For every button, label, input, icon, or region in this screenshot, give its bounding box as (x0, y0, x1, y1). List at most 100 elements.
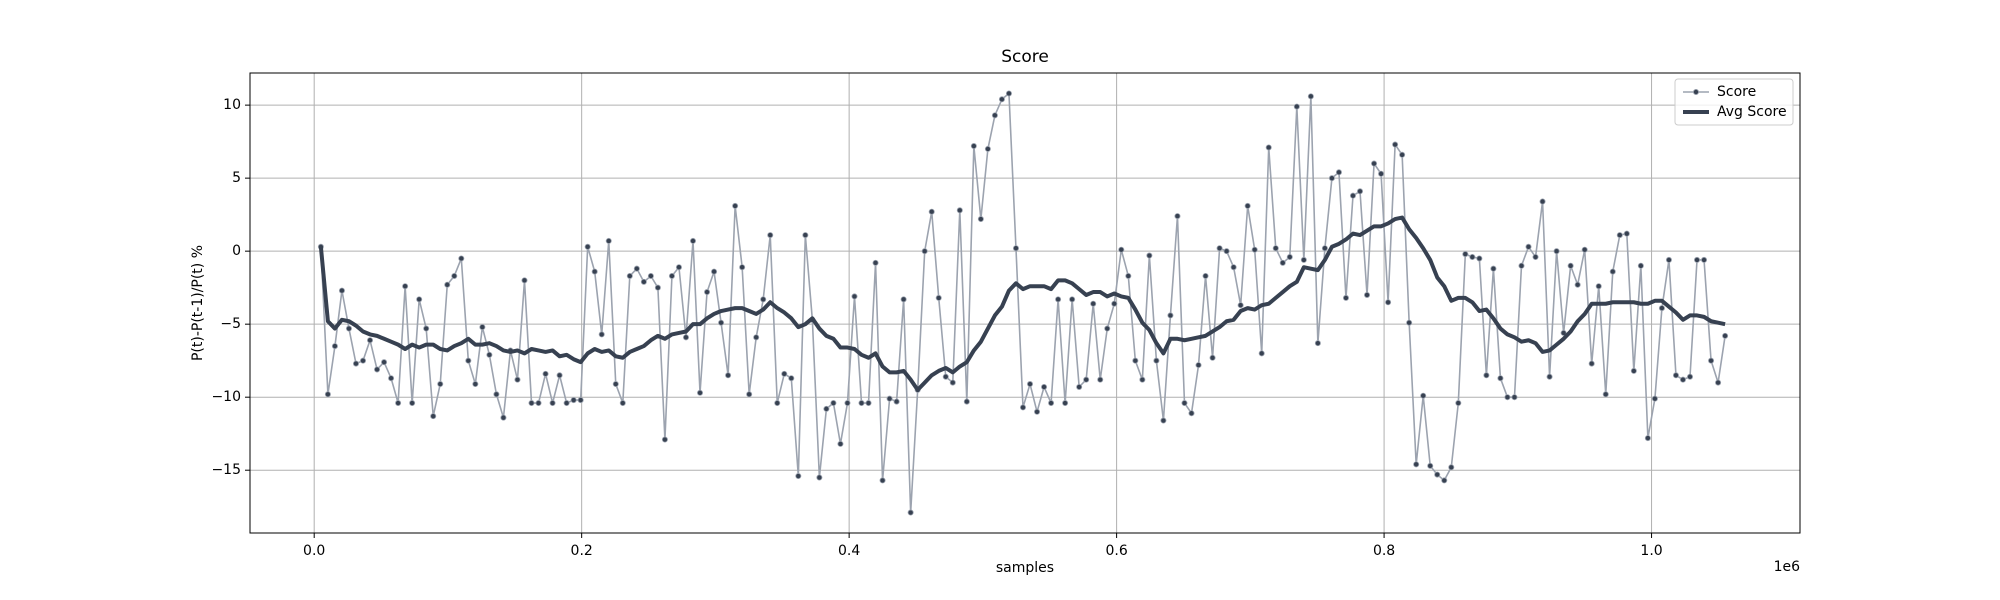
x-tick-label: 0.2 (571, 543, 593, 559)
point (1588, 360, 1595, 367)
point (1076, 383, 1083, 390)
point (1237, 302, 1244, 309)
point (1399, 151, 1406, 158)
point (535, 400, 542, 407)
point (1195, 362, 1202, 369)
x-tick-label: 0.6 (1105, 543, 1127, 559)
point (465, 357, 472, 364)
point (345, 325, 352, 332)
point (324, 391, 331, 398)
point (360, 357, 367, 364)
point (886, 395, 893, 402)
point (1244, 202, 1251, 209)
point (500, 414, 507, 421)
x-tick-label: 1.0 (1640, 543, 1662, 559)
y-tick-label: 0 (232, 243, 241, 259)
point (1455, 400, 1462, 407)
point (1272, 245, 1279, 252)
point (1371, 160, 1378, 167)
point (963, 398, 970, 405)
point (830, 400, 837, 407)
point (423, 325, 430, 332)
point (1574, 281, 1581, 288)
point (486, 351, 493, 358)
point (900, 296, 907, 303)
point (374, 366, 381, 373)
point (1258, 350, 1265, 357)
point (1469, 253, 1476, 260)
point (1027, 381, 1034, 388)
point (395, 400, 402, 407)
point (1111, 300, 1118, 307)
point (556, 372, 563, 379)
y-tick-label: −10 (211, 389, 241, 405)
point (416, 296, 423, 303)
point (1265, 144, 1272, 151)
point (1209, 354, 1216, 361)
point (1279, 259, 1286, 266)
point (1532, 253, 1539, 260)
point (1476, 255, 1483, 262)
point (844, 400, 851, 407)
point (1567, 262, 1574, 269)
point (528, 400, 535, 407)
point (626, 272, 633, 279)
point (732, 202, 739, 209)
point (570, 397, 577, 404)
point (704, 289, 711, 296)
point (1314, 340, 1321, 347)
y-tick-label: 10 (223, 97, 241, 113)
point (430, 413, 437, 420)
point (928, 208, 935, 215)
plot-frame (249, 72, 1801, 534)
point (563, 400, 570, 407)
point (584, 243, 591, 250)
point (991, 112, 998, 119)
point (816, 474, 823, 481)
point (1434, 471, 1441, 478)
point (788, 375, 795, 382)
point (352, 360, 359, 367)
point (998, 96, 1005, 103)
point (949, 379, 956, 386)
point (1546, 373, 1553, 380)
point (1595, 283, 1602, 290)
point (1118, 246, 1125, 253)
point (1378, 170, 1385, 177)
point (1687, 373, 1694, 380)
point (331, 343, 338, 350)
point (1679, 376, 1686, 383)
point (823, 405, 830, 412)
point (1328, 175, 1335, 182)
point (479, 324, 486, 331)
point (1518, 262, 1525, 269)
point (753, 334, 760, 341)
point (1062, 400, 1069, 407)
point (1132, 357, 1139, 364)
point (977, 216, 984, 223)
point (521, 277, 528, 284)
y-axis-label: P(t)-P(t-1)/P(t) % (190, 245, 206, 361)
point (711, 268, 718, 275)
point (1553, 248, 1560, 255)
point (1406, 319, 1413, 326)
y-tick-label: −15 (211, 462, 241, 478)
point (1581, 246, 1588, 253)
point (1462, 251, 1469, 258)
point (1307, 93, 1314, 100)
point (472, 381, 479, 388)
point (1441, 477, 1448, 484)
point (767, 232, 774, 239)
point (1364, 291, 1371, 298)
point (1630, 367, 1637, 374)
point (970, 143, 977, 150)
chart-title: Score (1001, 47, 1049, 67)
point (605, 237, 612, 244)
point (1139, 376, 1146, 383)
point (1153, 357, 1160, 364)
point (1715, 379, 1722, 386)
point (542, 370, 549, 377)
point (746, 391, 753, 398)
point (1034, 408, 1041, 415)
point (1497, 375, 1504, 382)
